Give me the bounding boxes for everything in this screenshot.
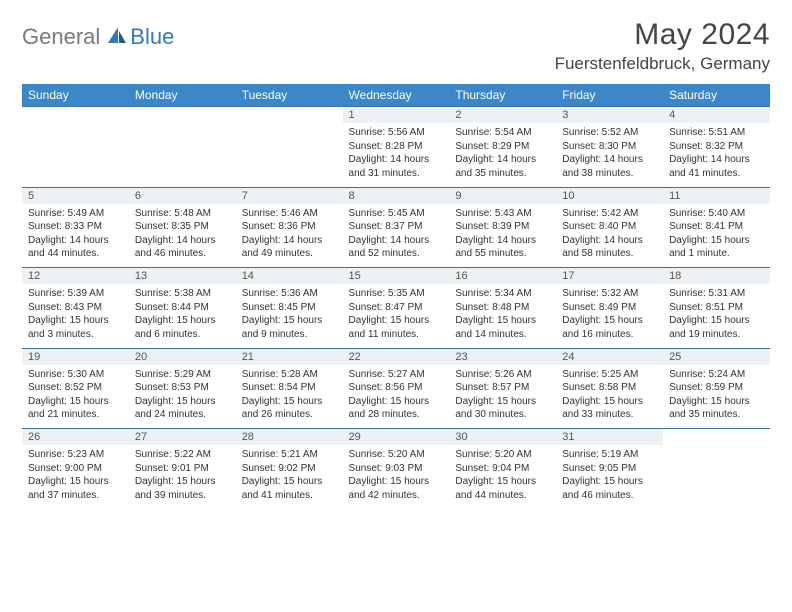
- weekday-header: Saturday: [663, 84, 770, 107]
- weekday-header: Friday: [556, 84, 663, 107]
- day-number-cell: [663, 429, 770, 446]
- day-number-cell: 17: [556, 268, 663, 285]
- day-number-cell: [129, 107, 236, 124]
- day-number-cell: 18: [663, 268, 770, 285]
- day-number-cell: 19: [22, 348, 129, 365]
- day-number-cell: 8: [343, 187, 450, 204]
- day-detail-cell: [236, 123, 343, 187]
- day-detail-cell: Sunrise: 5:27 AMSunset: 8:56 PMDaylight:…: [343, 365, 450, 429]
- day-detail-cell: [663, 445, 770, 509]
- day-detail-cell: Sunrise: 5:24 AMSunset: 8:59 PMDaylight:…: [663, 365, 770, 429]
- day-number-cell: 15: [343, 268, 450, 285]
- day-number-cell: 25: [663, 348, 770, 365]
- day-detail-cell: Sunrise: 5:45 AMSunset: 8:37 PMDaylight:…: [343, 204, 450, 268]
- day-detail-row: Sunrise: 5:39 AMSunset: 8:43 PMDaylight:…: [22, 284, 770, 348]
- logo-text-general: General: [22, 24, 100, 50]
- day-detail-cell: Sunrise: 5:30 AMSunset: 8:52 PMDaylight:…: [22, 365, 129, 429]
- day-detail-cell: Sunrise: 5:40 AMSunset: 8:41 PMDaylight:…: [663, 204, 770, 268]
- day-number-cell: [236, 107, 343, 124]
- month-title: May 2024: [555, 18, 770, 52]
- day-detail-cell: Sunrise: 5:35 AMSunset: 8:47 PMDaylight:…: [343, 284, 450, 348]
- day-detail-cell: Sunrise: 5:20 AMSunset: 9:04 PMDaylight:…: [449, 445, 556, 509]
- day-detail-cell: Sunrise: 5:49 AMSunset: 8:33 PMDaylight:…: [22, 204, 129, 268]
- calendar-body: 1234Sunrise: 5:56 AMSunset: 8:28 PMDayli…: [22, 107, 770, 510]
- day-detail-cell: Sunrise: 5:54 AMSunset: 8:29 PMDaylight:…: [449, 123, 556, 187]
- day-number-cell: 2: [449, 107, 556, 124]
- day-number-cell: 24: [556, 348, 663, 365]
- logo-text-blue: Blue: [130, 24, 174, 50]
- day-detail-row: Sunrise: 5:23 AMSunset: 9:00 PMDaylight:…: [22, 445, 770, 509]
- day-number-cell: 10: [556, 187, 663, 204]
- day-number-cell: 30: [449, 429, 556, 446]
- day-detail-cell: Sunrise: 5:26 AMSunset: 8:57 PMDaylight:…: [449, 365, 556, 429]
- day-number-row: 1234: [22, 107, 770, 124]
- day-detail-cell: Sunrise: 5:36 AMSunset: 8:45 PMDaylight:…: [236, 284, 343, 348]
- day-number-row: 567891011: [22, 187, 770, 204]
- weekday-header: Tuesday: [236, 84, 343, 107]
- day-detail-cell: Sunrise: 5:19 AMSunset: 9:05 PMDaylight:…: [556, 445, 663, 509]
- day-number-cell: 1: [343, 107, 450, 124]
- header: General Blue May 2024 Fuerstenfeldbruck,…: [22, 18, 770, 74]
- day-number-cell: 16: [449, 268, 556, 285]
- day-number-cell: 26: [22, 429, 129, 446]
- day-detail-cell: Sunrise: 5:25 AMSunset: 8:58 PMDaylight:…: [556, 365, 663, 429]
- day-detail-cell: Sunrise: 5:51 AMSunset: 8:32 PMDaylight:…: [663, 123, 770, 187]
- weekday-header: Thursday: [449, 84, 556, 107]
- logo: General Blue: [22, 18, 174, 50]
- day-number-cell: 7: [236, 187, 343, 204]
- day-number-row: 262728293031: [22, 429, 770, 446]
- day-number-cell: 31: [556, 429, 663, 446]
- day-number-cell: 27: [129, 429, 236, 446]
- day-number-cell: 11: [663, 187, 770, 204]
- day-number-cell: [22, 107, 129, 124]
- calendar-table: Sunday Monday Tuesday Wednesday Thursday…: [22, 84, 770, 509]
- weekday-header: Monday: [129, 84, 236, 107]
- day-detail-cell: Sunrise: 5:38 AMSunset: 8:44 PMDaylight:…: [129, 284, 236, 348]
- day-detail-cell: Sunrise: 5:48 AMSunset: 8:35 PMDaylight:…: [129, 204, 236, 268]
- day-number-cell: 29: [343, 429, 450, 446]
- day-detail-cell: Sunrise: 5:21 AMSunset: 9:02 PMDaylight:…: [236, 445, 343, 509]
- day-detail-cell: Sunrise: 5:20 AMSunset: 9:03 PMDaylight:…: [343, 445, 450, 509]
- day-detail-cell: Sunrise: 5:42 AMSunset: 8:40 PMDaylight:…: [556, 204, 663, 268]
- weekday-header-row: Sunday Monday Tuesday Wednesday Thursday…: [22, 84, 770, 107]
- day-number-cell: 12: [22, 268, 129, 285]
- day-number-cell: 20: [129, 348, 236, 365]
- day-number-cell: 14: [236, 268, 343, 285]
- day-detail-row: Sunrise: 5:30 AMSunset: 8:52 PMDaylight:…: [22, 365, 770, 429]
- day-detail-cell: Sunrise: 5:29 AMSunset: 8:53 PMDaylight:…: [129, 365, 236, 429]
- day-detail-cell: Sunrise: 5:43 AMSunset: 8:39 PMDaylight:…: [449, 204, 556, 268]
- day-number-cell: 21: [236, 348, 343, 365]
- day-detail-cell: Sunrise: 5:32 AMSunset: 8:49 PMDaylight:…: [556, 284, 663, 348]
- day-number-cell: 9: [449, 187, 556, 204]
- logo-sail-icon: [106, 25, 128, 50]
- day-detail-row: Sunrise: 5:49 AMSunset: 8:33 PMDaylight:…: [22, 204, 770, 268]
- day-detail-cell: Sunrise: 5:31 AMSunset: 8:51 PMDaylight:…: [663, 284, 770, 348]
- day-number-cell: 6: [129, 187, 236, 204]
- day-number-cell: 23: [449, 348, 556, 365]
- day-detail-cell: Sunrise: 5:46 AMSunset: 8:36 PMDaylight:…: [236, 204, 343, 268]
- weekday-header: Wednesday: [343, 84, 450, 107]
- day-number-cell: 28: [236, 429, 343, 446]
- day-detail-cell: Sunrise: 5:52 AMSunset: 8:30 PMDaylight:…: [556, 123, 663, 187]
- day-number-cell: 3: [556, 107, 663, 124]
- day-detail-cell: Sunrise: 5:34 AMSunset: 8:48 PMDaylight:…: [449, 284, 556, 348]
- day-detail-row: Sunrise: 5:56 AMSunset: 8:28 PMDaylight:…: [22, 123, 770, 187]
- location: Fuerstenfeldbruck, Germany: [555, 54, 770, 74]
- day-number-row: 19202122232425: [22, 348, 770, 365]
- day-number-cell: 5: [22, 187, 129, 204]
- day-detail-cell: Sunrise: 5:28 AMSunset: 8:54 PMDaylight:…: [236, 365, 343, 429]
- day-detail-cell: Sunrise: 5:56 AMSunset: 8:28 PMDaylight:…: [343, 123, 450, 187]
- day-detail-cell: [129, 123, 236, 187]
- day-number-cell: 4: [663, 107, 770, 124]
- weekday-header: Sunday: [22, 84, 129, 107]
- day-detail-cell: Sunrise: 5:39 AMSunset: 8:43 PMDaylight:…: [22, 284, 129, 348]
- day-number-row: 12131415161718: [22, 268, 770, 285]
- day-detail-cell: Sunrise: 5:23 AMSunset: 9:00 PMDaylight:…: [22, 445, 129, 509]
- day-detail-cell: Sunrise: 5:22 AMSunset: 9:01 PMDaylight:…: [129, 445, 236, 509]
- day-detail-cell: [22, 123, 129, 187]
- day-number-cell: 13: [129, 268, 236, 285]
- day-number-cell: 22: [343, 348, 450, 365]
- title-block: May 2024 Fuerstenfeldbruck, Germany: [555, 18, 770, 74]
